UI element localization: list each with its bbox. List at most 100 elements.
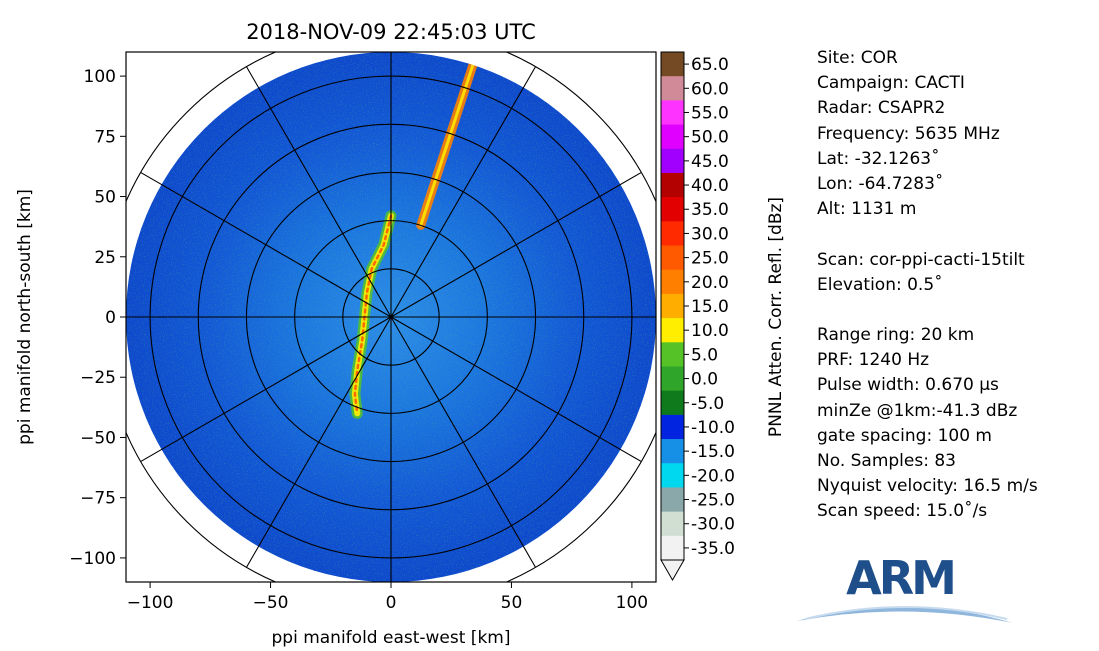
metadata-line: gate spacing: 100 m	[817, 425, 992, 446]
colorbar-tick-label: 15.0	[691, 297, 729, 317]
metadata-line: Site: COR	[817, 48, 898, 68]
radial-streak-core-0	[419, 63, 475, 227]
colorbar-tick-label: 45.0	[691, 152, 729, 172]
azimuth-spoke-330	[245, 66, 392, 318]
metadata-line: Scan: cor-ppi-cacti-15tilt	[817, 249, 1025, 270]
colorbar-segment	[661, 535, 684, 561]
azimuth-spoke-210	[245, 316, 392, 568]
metadata-line: Alt: 1131 m	[817, 199, 917, 220]
colorbar-tick-label: 50.0	[691, 128, 729, 148]
ppi-plot-area: −100 −50 0 50 100 100 75 50 25 0 −25 −50 −75 −100	[69, 51, 657, 613]
metadata-line: Nyquist velocity: 16.5 m/s	[817, 476, 1038, 497]
colorbar-tick-label: 55.0	[691, 103, 729, 123]
colorbar-tick-label: 25.0	[691, 249, 729, 269]
colorbar-tick-label: -20.0	[691, 466, 735, 486]
colorbar-tick-label: 40.0	[691, 176, 729, 196]
colorbar-segment	[661, 269, 684, 295]
colorbar	[660, 51, 685, 582]
y-tick-label: −25	[80, 368, 116, 388]
arm-logo-text: ARM	[846, 551, 957, 605]
colorbar-segment	[661, 172, 684, 198]
colorbar-tick-label: -15.0	[691, 442, 735, 462]
y-tick-label: 75	[94, 127, 116, 147]
y-tick-label: 100	[84, 67, 116, 87]
x-tick-label: −100	[127, 593, 174, 613]
y-tick-label: 50	[94, 188, 116, 208]
colorbar-tick-label: 0.0	[691, 370, 718, 390]
azimuth-spoke-30	[390, 66, 537, 318]
metadata-line: minZe @1km:-41.3 dBz	[817, 400, 1018, 421]
y-axis-ticks: 100 75 50 25 0 −25 −50 −75 −100	[69, 67, 126, 569]
colorbar-tick-label: 35.0	[691, 200, 729, 220]
y-tick-label: −75	[80, 489, 116, 509]
colorbar-segment	[661, 221, 684, 247]
colorbar-segment	[661, 293, 684, 319]
colorbar-segment	[661, 197, 684, 222]
metadata-line: Scan speed: 15.0˚/s	[817, 501, 988, 522]
colorbar-segment	[661, 390, 684, 416]
azimuth-spoke-120	[390, 316, 642, 463]
colorbar-tick-label: 60.0	[691, 79, 729, 99]
x-tick-label: 50	[501, 593, 523, 613]
azimuth-spoke-240	[140, 316, 392, 463]
colorbar-segment	[661, 124, 684, 150]
metadata-spacer	[817, 298, 1097, 323]
colorbar-segment	[661, 52, 684, 77]
metadata-line: Lat: -32.1263˚	[817, 148, 940, 169]
metadata-line: PRF: 1240 Hz	[817, 350, 930, 371]
x-axis-ticks: −100 −50 0 50 100	[127, 582, 648, 613]
colorbar-segment	[661, 463, 684, 488]
azimuth-spoke-60	[390, 171, 642, 318]
metadata-line: Frequency: 5635 MHz	[817, 123, 1000, 144]
colorbar-tick-label: -25.0	[691, 491, 735, 511]
colorbar-segment	[661, 487, 684, 513]
colorbar-tick-label: -35.0	[691, 539, 735, 559]
y-tick-label: 25	[94, 248, 116, 268]
y-tick-label: −100	[69, 549, 116, 569]
colorbar-segment	[661, 439, 684, 464]
x-axis-label: ppi manifold east-west [km]	[272, 628, 511, 648]
colorbar-segment	[661, 414, 684, 440]
y-tick-label: 0	[105, 308, 116, 328]
colorbar-tick-label: -5.0	[691, 394, 724, 414]
colorbar-tick-label: 30.0	[691, 224, 729, 244]
metadata-line: Campaign: CACTI	[817, 73, 965, 94]
y-axis-label: ppi manifold north-south [km]	[15, 189, 35, 445]
metadata-line: Radar: CSAPR2	[817, 98, 946, 119]
colorbar-segment	[661, 366, 684, 392]
metadata-line: No. Samples: 83	[817, 451, 956, 471]
colorbar-tick-label: -10.0	[691, 418, 735, 438]
colorbar-segment	[661, 511, 684, 537]
colorbar-tick-label: 5.0	[691, 345, 718, 365]
colorbar-ticks: 65.0 60.0 55.0 50.0 45.0 40.0 35.0 30.0 25.0 20.0…	[684, 55, 735, 559]
radar-metadata-panel: Site: COR Campaign: CACTI Radar: CSAPR2 Fre…	[817, 46, 1097, 525]
colorbar-segment	[661, 100, 684, 126]
colorbar-tick-label: 65.0	[691, 55, 729, 75]
colorbar-tick-label: -30.0	[691, 515, 735, 535]
colorbar-tick-label: 10.0	[691, 321, 729, 341]
y-tick-label: −50	[80, 428, 116, 448]
arm-logo-swoosh	[797, 606, 1013, 623]
metadata-line: Elevation: 0.5˚	[817, 274, 943, 295]
chart-title: 2018-NOV-09 22:45:03 UTC	[246, 20, 536, 44]
metadata-line: Lon: -64.7283˚	[817, 173, 944, 194]
metadata-line: Range ring: 20 km	[817, 325, 975, 346]
colorbar-segment	[661, 76, 684, 101]
colorbar-segment	[661, 342, 684, 367]
colorbar-extend-arrow	[660, 559, 685, 582]
colorbar-tick-label: 20.0	[691, 273, 729, 293]
x-tick-label: −50	[253, 593, 289, 613]
metadata-spacer	[817, 222, 1097, 247]
colorbar-segment	[661, 318, 684, 343]
x-tick-label: 100	[616, 593, 648, 613]
azimuth-spoke-150	[390, 316, 537, 568]
range-rings-and-spokes	[126, 52, 656, 582]
colorbar-label: PNNL Atten. Corr. Refl. [dBz]	[766, 197, 786, 437]
colorbar-segment	[661, 245, 684, 271]
metadata-line: Pulse width: 0.670 μs	[817, 375, 999, 396]
x-tick-label: 0	[386, 593, 397, 613]
colorbar-segment	[661, 148, 684, 174]
azimuth-spoke-300	[140, 171, 392, 318]
arm-logo: ARM	[795, 553, 1015, 631]
